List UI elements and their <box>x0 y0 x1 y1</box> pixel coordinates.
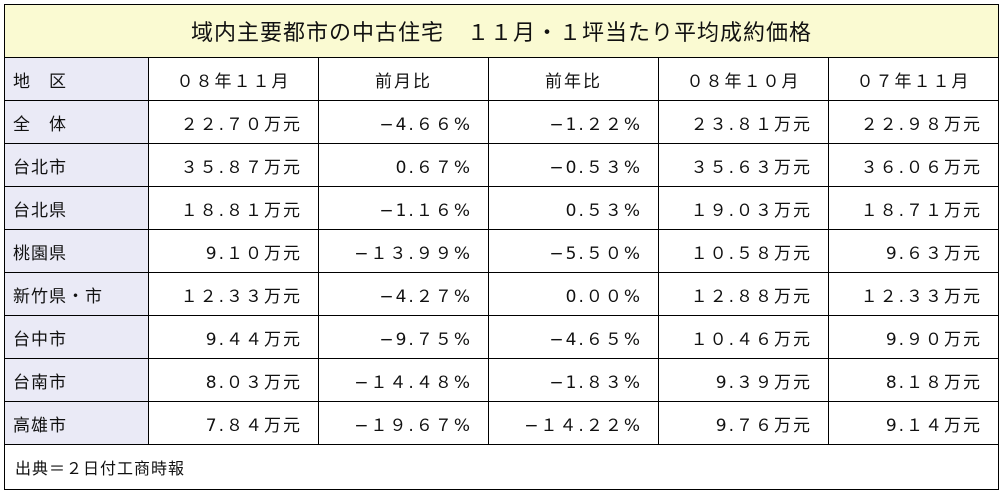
price-cell: １９.０３万元 <box>658 186 829 230</box>
table-row: 高雄市 7.８４万元 −１９.６７% −１４.２２% 9.７６万元 9.１４万元 <box>4 401 1000 445</box>
price-cell: ２２.９８万元 <box>827 100 1000 144</box>
mom-cell: −9.７５% <box>318 315 489 359</box>
yoy-cell: −5.５０% <box>488 229 659 273</box>
yoy-cell: −0.５３% <box>488 143 659 187</box>
district-label: 桃園県 <box>4 229 149 273</box>
header-row: 地 区 ０８年１１月 前月比 前年比 ０８年１０月 ０７年１１月 <box>4 57 1000 101</box>
price-cell: １２.３３万元 <box>827 272 1000 316</box>
district-label: 台南市 <box>4 358 149 402</box>
mom-cell: −1.１６% <box>318 186 489 230</box>
table-row: 全 体 ２２.７０万元 −4.６６% −1.２２% ２３.８１万元 ２２.９８万… <box>4 100 1000 144</box>
yoy-cell: −1.２２% <box>488 100 659 144</box>
price-table: 域内主要都市の中古住宅 １１月・１坪当たり平均成約価格 地 区 ０８年１１月 前… <box>3 4 1000 490</box>
price-cell: 9.６３万元 <box>827 229 1000 273</box>
price-cell: １０.５８万元 <box>658 229 829 273</box>
price-cell: 9.１４万元 <box>827 401 1000 445</box>
yoy-cell: −1.８３% <box>488 358 659 402</box>
price-cell: 9.９０万元 <box>827 315 1000 359</box>
table-row: 桃園県 9.１０万元 −１３.９９% −5.５０% １０.５８万元 9.６３万元 <box>4 229 1000 273</box>
price-cell: ２３.８１万元 <box>658 100 829 144</box>
table-title: 域内主要都市の中古住宅 １１月・１坪当たり平均成約価格 <box>3 4 1000 58</box>
mom-cell: 0.６７% <box>318 143 489 187</box>
yoy-cell: −１４.２２% <box>488 401 659 445</box>
district-label: 台北県 <box>4 186 149 230</box>
mom-cell: −１４.４８% <box>318 358 489 402</box>
price-cell: １２.８８万元 <box>658 272 829 316</box>
mom-cell: −１９.６７% <box>318 401 489 445</box>
yoy-cell: 0.００% <box>488 272 659 316</box>
yoy-cell: 0.５３% <box>488 186 659 230</box>
header-district: 地 区 <box>4 57 149 101</box>
mom-cell: −１３.９９% <box>318 229 489 273</box>
table-row: 台北県 １８.８１万元 −1.１６% 0.５３% １９.０３万元 １８.７１万元 <box>4 186 1000 230</box>
price-cell: 9.４４万元 <box>148 315 319 359</box>
price-cell: １８.７１万元 <box>827 186 1000 230</box>
header-oct-08: ０８年１０月 <box>658 57 829 101</box>
district-label: 全 体 <box>4 100 149 144</box>
mom-cell: −4.２７% <box>318 272 489 316</box>
yoy-cell: −4.６５% <box>488 315 659 359</box>
table-row: 台中市 9.４４万元 −9.７５% −4.６５% １０.４６万元 9.９０万元 <box>4 315 1000 359</box>
price-cell: ３５.８７万元 <box>148 143 319 187</box>
price-cell: １２.３３万元 <box>148 272 319 316</box>
price-cell: 8.１８万元 <box>827 358 1000 402</box>
price-cell: 7.８４万元 <box>148 401 319 445</box>
table-row: 台南市 8.０３万元 −１４.４８% −1.８３% 9.３９万元 8.１８万元 <box>4 358 1000 402</box>
price-cell: 9.７６万元 <box>658 401 829 445</box>
header-nov-08: ０８年１１月 <box>148 57 319 101</box>
district-label: 高雄市 <box>4 401 149 445</box>
price-cell: ３６.０６万元 <box>827 143 1000 187</box>
table-row: 台北市 ３５.８７万元 0.６７% −0.５３% ３５.６３万元 ３６.０６万元 <box>4 143 1000 187</box>
price-cell: ３５.６３万元 <box>658 143 829 187</box>
district-label: 台中市 <box>4 315 149 359</box>
price-cell: 9.１０万元 <box>148 229 319 273</box>
district-label: 台北市 <box>4 143 149 187</box>
table-row: 新竹県・市 １２.３３万元 −4.２７% 0.００% １２.８８万元 １２.３３… <box>4 272 1000 316</box>
price-cell: １８.８１万元 <box>148 186 319 230</box>
header-nov-07: ０７年１１月 <box>827 57 1000 101</box>
source-note: 出典＝２日付工商時報 <box>3 444 1000 490</box>
mom-cell: −4.６６% <box>318 100 489 144</box>
price-cell: 9.３９万元 <box>658 358 829 402</box>
district-label: 新竹県・市 <box>4 272 149 316</box>
header-yoy: 前年比 <box>488 57 659 101</box>
price-cell: 8.０３万元 <box>148 358 319 402</box>
price-cell: ２２.７０万元 <box>148 100 319 144</box>
header-mom: 前月比 <box>318 57 489 101</box>
price-cell: １０.４６万元 <box>658 315 829 359</box>
